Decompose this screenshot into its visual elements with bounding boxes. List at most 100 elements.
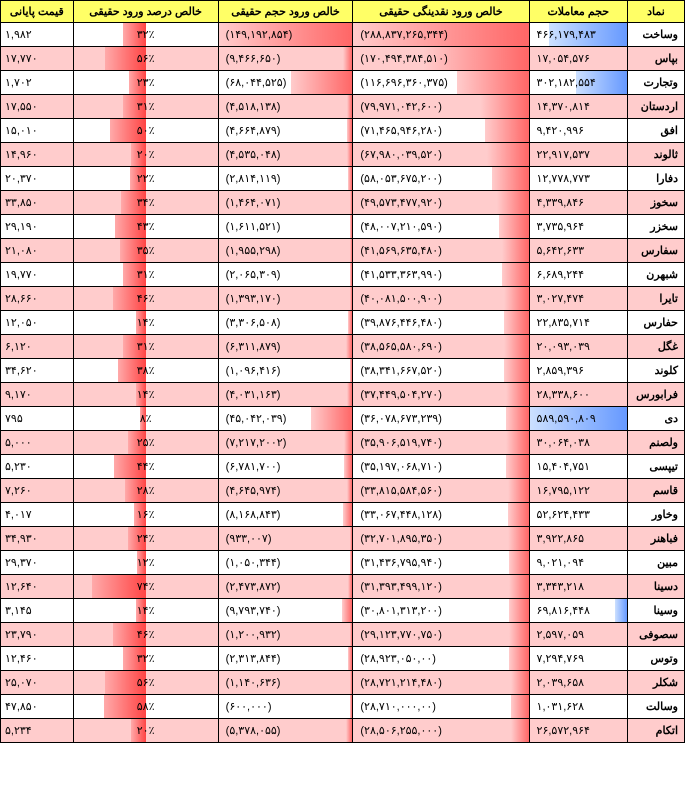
netvol-cell: (۶,۷۸۱,۷۰۰) (218, 455, 353, 479)
volume-cell: ۹,۴۲۰,۹۹۶ (529, 119, 627, 143)
netvol-cell: (۹,۴۶۶,۶۵۰) (218, 47, 353, 71)
netvol-cell: (۴,۰۳۱,۱۶۳) (218, 383, 353, 407)
liquidity-cell: (۳۳,۰۶۷,۴۴۸,۱۲۸) (353, 503, 529, 527)
table-row: دسینا۳,۳۴۳,۲۱۸(۳۱,۳۹۳,۴۹۹,۱۲۰)(۲,۴۷۳,۸۷۲… (1, 575, 685, 599)
price-cell: ۱۹,۷۷۰ (1, 263, 74, 287)
table-row: وتوس۷,۲۹۴,۷۶۹(۲۸,۹۲۳,۰۵۰,۰۰)(۲,۳۱۳,۸۴۴)۳… (1, 647, 685, 671)
volume-cell: ۲۰,۰۹۳,۰۳۹ (529, 335, 627, 359)
percent-cell: ۲۸٪ (73, 479, 218, 503)
liquidity-cell: (۲۸,۷۱۰,۰۰۰,۰۰) (353, 695, 529, 719)
liquidity-cell: (۴۱,۵۶۹,۶۳۵,۴۸۰) (353, 239, 529, 263)
price-cell: ۶,۱۲۰ (1, 335, 74, 359)
netvol-cell: (۲,۸۱۴,۱۱۹) (218, 167, 353, 191)
price-cell: ۱,۷۰۲ (1, 71, 74, 95)
symbol-cell: غگل (628, 335, 685, 359)
price-cell: ۱,۹۸۲ (1, 23, 74, 47)
volume-cell: ۳,۳۴۳,۲۱۸ (529, 575, 627, 599)
symbol-cell: ثالوند (628, 143, 685, 167)
price-cell: ۲۵,۰۷۰ (1, 671, 74, 695)
netvol-cell: (۱۴۹,۱۹۲,۸۵۴) (218, 23, 353, 47)
table-row: بپاس۱۷,۰۵۴,۵۷۶(۱۷۰,۴۹۴,۳۸۴,۵۱۰)(۹,۴۶۶,۶۵… (1, 47, 685, 71)
percent-cell: ۵۰٪ (73, 119, 218, 143)
header-symbol: نماد (628, 1, 685, 23)
liquidity-cell: (۳۷,۴۴۹,۵۰۴,۲۷۰) (353, 383, 529, 407)
symbol-cell: ولصنم (628, 431, 685, 455)
table-row: اردستان۱۴,۳۷۰,۸۱۴(۷۹,۹۷۱,۰۴۲,۶۰۰)(۴,۵۱۸,… (1, 95, 685, 119)
percent-cell: ۲۰٪ (73, 719, 218, 743)
symbol-cell: قاسم (628, 479, 685, 503)
volume-cell: ۳۰۲,۱۸۲,۵۵۴ (529, 71, 627, 95)
liquidity-cell: (۳۱,۳۹۳,۴۹۹,۱۲۰) (353, 575, 529, 599)
percent-cell: ۵۶٪ (73, 671, 218, 695)
liquidity-cell: (۲۹,۱۲۳,۷۷۰,۷۵۰) (353, 623, 529, 647)
symbol-cell: اتکام (628, 719, 685, 743)
percent-cell: ۱۶٪ (73, 503, 218, 527)
netvol-cell: (۴,۵۱۸,۱۳۸) (218, 95, 353, 119)
price-cell: ۳۳,۸۵۰ (1, 191, 74, 215)
liquidity-cell: (۵۸,۰۵۳,۶۷۵,۲۰۰) (353, 167, 529, 191)
percent-cell: ۳۱٪ (73, 263, 218, 287)
volume-cell: ۲۶,۵۷۲,۹۶۴ (529, 719, 627, 743)
liquidity-cell: (۲۸,۹۲۳,۰۵۰,۰۰) (353, 647, 529, 671)
percent-cell: ۳۱٪ (73, 335, 218, 359)
liquidity-cell: (۳۵,۱۹۷,۰۶۸,۷۱۰) (353, 455, 529, 479)
netvol-cell: (۴,۶۶۴,۸۷۹) (218, 119, 353, 143)
price-cell: ۲۹,۳۷۰ (1, 551, 74, 575)
header-netvol: خالص ورود حجم حقیقی (218, 1, 353, 23)
price-cell: ۱۷,۵۵۰ (1, 95, 74, 119)
percent-cell: ۲۴٪ (73, 527, 218, 551)
percent-cell: ۸٪ (73, 407, 218, 431)
header-liquidity: خالص ورود نقدینگی حقیقی (353, 1, 529, 23)
market-table: نماد حجم معاملات خالص ورود نقدینگی حقیقی… (0, 0, 685, 743)
netvol-cell: (۴,۶۴۵,۹۷۴) (218, 479, 353, 503)
netvol-cell: (۱,۰۹۶,۴۱۶) (218, 359, 353, 383)
price-cell: ۱۲,۴۶۰ (1, 647, 74, 671)
table-row: ولصنم۳۰,۰۶۴,۰۳۸(۳۵,۹۰۶,۵۱۹,۷۴۰)(۷,۲۱۷,۲۰… (1, 431, 685, 455)
liquidity-cell: (۴۹,۵۷۳,۴۷۷,۹۲۰) (353, 191, 529, 215)
price-cell: ۱۵,۰۱۰ (1, 119, 74, 143)
symbol-cell: وخاور (628, 503, 685, 527)
volume-cell: ۳,۷۳۵,۹۶۴ (529, 215, 627, 239)
symbol-cell: دفارا (628, 167, 685, 191)
netvol-cell: (۹۳۳,۰۰۷) (218, 527, 353, 551)
volume-cell: ۲۸,۳۳۸,۶۰۰ (529, 383, 627, 407)
netvol-cell: (۱,۱۴۰,۶۳۶) (218, 671, 353, 695)
percent-cell: ۳۸٪ (73, 359, 218, 383)
liquidity-cell: (۳۸,۵۶۵,۵۸۰,۶۹۰) (353, 335, 529, 359)
netvol-cell: (۱,۳۹۳,۱۷۰) (218, 287, 353, 311)
symbol-cell: وتوس (628, 647, 685, 671)
volume-cell: ۱۵,۴۰۴,۷۵۱ (529, 455, 627, 479)
liquidity-cell: (۴۱,۵۳۳,۳۶۳,۹۹۰) (353, 263, 529, 287)
liquidity-cell: (۳۶,۰۷۸,۶۷۳,۲۳۹) (353, 407, 529, 431)
symbol-cell: تایرا (628, 287, 685, 311)
price-cell: ۱۷,۷۷۰ (1, 47, 74, 71)
liquidity-cell: (۳۲,۷۰۱,۸۹۵,۳۵۰) (353, 527, 529, 551)
table-row: تیپسی۱۵,۴۰۴,۷۵۱(۳۵,۱۹۷,۰۶۸,۷۱۰)(۶,۷۸۱,۷۰… (1, 455, 685, 479)
percent-cell: ۴۶٪ (73, 287, 218, 311)
symbol-cell: سخزر (628, 215, 685, 239)
symbol-cell: فباهنر (628, 527, 685, 551)
percent-cell: ۵۶٪ (73, 47, 218, 71)
netvol-cell: (۹,۷۹۳,۷۴۰) (218, 599, 353, 623)
netvol-cell: (۷,۲۱۷,۲۰۰۲) (218, 431, 353, 455)
liquidity-cell: (۴۰,۰۸۱,۵۰۰,۹۰۰) (353, 287, 529, 311)
liquidity-cell: (۲۸,۷۲۱,۲۱۴,۴۸۰) (353, 671, 529, 695)
netvol-cell: (۳,۳۰۶,۵۰۸) (218, 311, 353, 335)
volume-cell: ۵,۶۴۲,۶۳۳ (529, 239, 627, 263)
volume-cell: ۱۶,۷۹۵,۱۲۲ (529, 479, 627, 503)
netvol-cell: (۶۸,۰۴۴,۵۲۵) (218, 71, 353, 95)
table-row: مبین۹,۰۲۱,۰۹۴(۳۱,۴۳۶,۷۹۵,۹۴۰)(۱,۰۵۰,۳۴۴)… (1, 551, 685, 575)
table-row: فرابورس۲۸,۳۳۸,۶۰۰(۳۷,۴۴۹,۵۰۴,۲۷۰)(۴,۰۳۱,… (1, 383, 685, 407)
header-percent: خالص درصد ورود حقیقی (73, 1, 218, 23)
table-row: وسالت۱,۰۳۱,۶۲۸(۲۸,۷۱۰,۰۰۰,۰۰)(۶۰۰,۰۰۰)۵۸… (1, 695, 685, 719)
table-row: سفارس۵,۶۴۲,۶۳۳(۴۱,۵۶۹,۶۳۵,۴۸۰)(۱,۹۵۵,۲۹۸… (1, 239, 685, 263)
price-cell: ۵,۲۳۰ (1, 455, 74, 479)
liquidity-cell: (۱۷۰,۴۹۴,۳۸۴,۵۱۰) (353, 47, 529, 71)
volume-cell: ۲۲,۹۱۷,۵۳۷ (529, 143, 627, 167)
symbol-cell: بپاس (628, 47, 685, 71)
liquidity-cell: (۳۹,۸۷۶,۴۴۶,۴۸۰) (353, 311, 529, 335)
netvol-cell: (۱,۴۶۴,۰۷۱) (218, 191, 353, 215)
percent-cell: ۳۲٪ (73, 23, 218, 47)
symbol-cell: کلوند (628, 359, 685, 383)
liquidity-cell: (۳۸,۳۴۱,۶۶۷,۵۲۰) (353, 359, 529, 383)
